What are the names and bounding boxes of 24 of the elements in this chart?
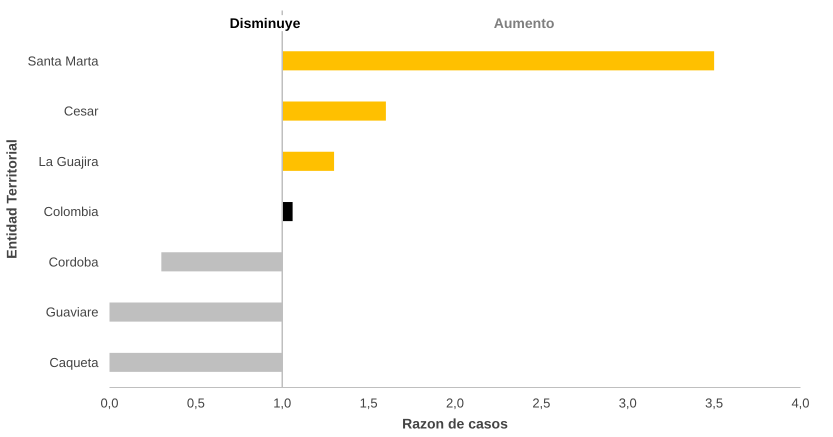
bar [282,51,714,70]
x-tick-label: 4,0 [791,396,810,410]
y-tick-label: Guaviare [46,304,98,320]
y-tick-label: Colombia [44,204,100,220]
y-tick-label: Santa Marta [28,53,100,68]
bar [282,202,293,222]
x-tick-label: 0,5 [186,396,205,410]
annotation: Disminuye [230,15,301,32]
annotation: Aumento [494,15,554,32]
x-tick-label: 3,5 [705,396,724,410]
x-axis-title: Razon de casos [402,416,508,432]
bar [282,152,334,171]
x-tick-label: 2,0 [446,396,464,410]
y-tick-label: La Guajira [38,154,100,169]
y-axis-title: Entidad Territorial [4,139,20,259]
x-tick-label: 1,0 [273,396,292,410]
bar [282,101,386,121]
x-tick-label: 2,5 [532,396,550,410]
x-tick-label: 3,0 [618,396,637,410]
y-tick-label: Caqueta [49,354,100,370]
y-tick-label: Cesar [64,104,100,119]
x-tick-label: 1,5 [360,396,378,410]
y-tick-label: Cordoba [48,254,100,270]
x-tick-label: 0,0 [100,396,119,410]
